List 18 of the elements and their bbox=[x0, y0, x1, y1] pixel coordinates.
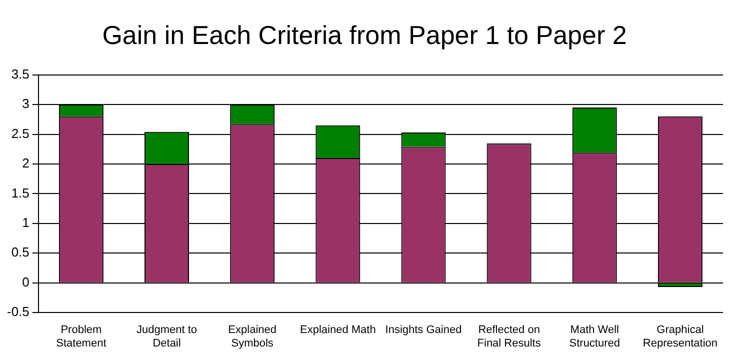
y-tick-label: 3.5 bbox=[11, 66, 30, 82]
y-tick-label: 2.5 bbox=[11, 126, 30, 141]
x-tick-label: Math Well Structured bbox=[569, 324, 620, 350]
y-tick-label: 0 bbox=[22, 274, 30, 290]
x-tick-label: Insights Gained bbox=[385, 324, 462, 336]
x-tick-label: Judgment to Detail bbox=[136, 324, 198, 350]
y-tick-label: 2 bbox=[22, 156, 30, 171]
y-tick-label: 3 bbox=[22, 96, 30, 112]
x-tick-label: Reflected on Final Results bbox=[477, 324, 542, 350]
x-tick-label: Graphical Representation bbox=[642, 324, 718, 350]
x-tick-label: Explained Math bbox=[300, 324, 376, 336]
chart-title: Gain in Each Criteria from Paper 1 to Paper 2 bbox=[101, 20, 628, 52]
y-tick-label: -0.5 bbox=[6, 304, 30, 320]
y-tick-label: 0.5 bbox=[11, 244, 30, 260]
x-tick-label: Explained Symbols bbox=[228, 324, 276, 350]
y-tick-label: 1 bbox=[22, 215, 30, 230]
x-tick-label: Problem Statement bbox=[56, 324, 106, 350]
y-tick-label: 1.5 bbox=[11, 185, 30, 200]
